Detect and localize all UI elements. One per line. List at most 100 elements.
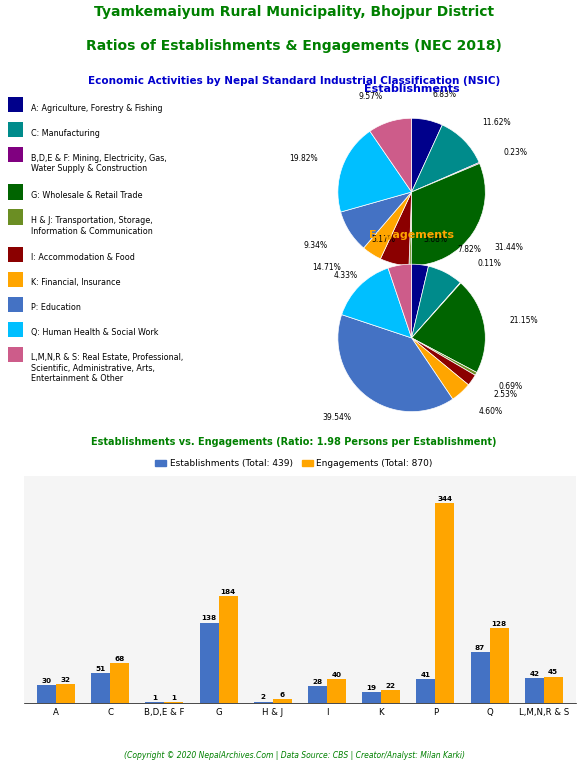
- Text: 22: 22: [386, 683, 396, 689]
- Bar: [416, 679, 435, 703]
- Text: 344: 344: [437, 495, 452, 502]
- Bar: [524, 678, 544, 703]
- Wedge shape: [412, 338, 469, 399]
- Text: B,D,E & F: Mining, Electricity, Gas,
Water Supply & Construction: B,D,E & F: Mining, Electricity, Gas, Wat…: [31, 154, 166, 174]
- Text: K: Financial, Insurance: K: Financial, Insurance: [31, 278, 120, 287]
- Bar: [8, 272, 23, 286]
- Text: 19.82%: 19.82%: [289, 154, 318, 163]
- Wedge shape: [412, 283, 461, 338]
- Text: 1: 1: [171, 695, 176, 701]
- Text: 6.83%: 6.83%: [433, 91, 457, 99]
- Bar: [8, 247, 23, 262]
- Text: 9.34%: 9.34%: [303, 241, 328, 250]
- Text: 9.57%: 9.57%: [358, 92, 382, 101]
- Wedge shape: [338, 131, 412, 212]
- Bar: [544, 677, 563, 703]
- Bar: [273, 699, 292, 703]
- Bar: [308, 687, 327, 703]
- Bar: [8, 122, 23, 137]
- Title: Establishments: Establishments: [364, 84, 459, 94]
- Text: G: Wholesale & Retail Trade: G: Wholesale & Retail Trade: [31, 191, 142, 200]
- Text: Ratios of Establishments & Engagements (NEC 2018): Ratios of Establishments & Engagements (…: [86, 38, 502, 53]
- Bar: [37, 685, 56, 703]
- Text: 31.44%: 31.44%: [495, 243, 523, 252]
- Text: (Copyright © 2020 NepalArchives.Com | Data Source: CBS | Creator/Analyst: Milan : (Copyright © 2020 NepalArchives.Com | Da…: [123, 751, 465, 760]
- Text: 19: 19: [366, 684, 377, 690]
- Text: 0.11%: 0.11%: [477, 259, 502, 268]
- Text: 4.60%: 4.60%: [479, 407, 503, 416]
- Bar: [254, 701, 273, 703]
- Text: Q: Human Health & Social Work: Q: Human Health & Social Work: [31, 329, 158, 337]
- Bar: [362, 692, 381, 703]
- Bar: [56, 684, 75, 703]
- Text: L,M,N,R & S: Real Estate, Professional,
Scientific, Administrative, Arts,
Entert: L,M,N,R & S: Real Estate, Professional, …: [31, 353, 183, 383]
- Text: 128: 128: [492, 621, 507, 627]
- Wedge shape: [412, 283, 485, 372]
- Text: 28: 28: [312, 679, 323, 685]
- Text: H & J: Transportation, Storage,
Information & Communication: H & J: Transportation, Storage, Informat…: [31, 216, 152, 236]
- Wedge shape: [370, 118, 412, 192]
- Text: 30: 30: [42, 678, 52, 684]
- Text: 51: 51: [96, 666, 106, 672]
- Bar: [8, 210, 23, 224]
- Bar: [110, 664, 129, 703]
- Wedge shape: [412, 163, 480, 192]
- Bar: [8, 322, 23, 337]
- Text: 14.71%: 14.71%: [312, 263, 341, 272]
- Text: 5.17%: 5.17%: [372, 235, 396, 244]
- Wedge shape: [363, 192, 412, 259]
- Text: 0.23%: 0.23%: [503, 148, 527, 157]
- Text: P: Education: P: Education: [31, 303, 81, 313]
- Text: Economic Activities by Nepal Standard Industrial Classification (NSIC): Economic Activities by Nepal Standard In…: [88, 75, 500, 85]
- Wedge shape: [409, 192, 412, 266]
- Wedge shape: [338, 315, 453, 412]
- Text: 21.15%: 21.15%: [510, 316, 538, 325]
- Text: 6.38%: 6.38%: [365, 284, 388, 293]
- Bar: [200, 623, 219, 703]
- Text: 68: 68: [115, 656, 125, 662]
- Text: 41: 41: [421, 672, 431, 677]
- Wedge shape: [411, 164, 485, 266]
- Bar: [8, 346, 23, 362]
- Wedge shape: [412, 118, 442, 192]
- Text: Establishments vs. Engagements (Ratio: 1.98 Persons per Establishment): Establishments vs. Engagements (Ratio: 1…: [91, 437, 497, 447]
- Text: 2: 2: [261, 694, 266, 700]
- Bar: [470, 652, 490, 703]
- Wedge shape: [412, 338, 477, 376]
- Wedge shape: [412, 338, 475, 385]
- Bar: [435, 503, 455, 703]
- Wedge shape: [412, 125, 479, 192]
- Legend: Establishments (Total: 439), Engagements (Total: 870): Establishments (Total: 439), Engagements…: [152, 455, 436, 472]
- Text: 0.69%: 0.69%: [499, 382, 523, 391]
- Text: 39.54%: 39.54%: [322, 412, 352, 422]
- Text: 45: 45: [548, 670, 558, 675]
- Bar: [327, 680, 346, 703]
- Text: 138: 138: [202, 615, 216, 621]
- Bar: [8, 147, 23, 163]
- Wedge shape: [412, 266, 460, 338]
- Text: 32: 32: [61, 677, 71, 683]
- Bar: [219, 596, 238, 703]
- Title: Engagements: Engagements: [369, 230, 454, 240]
- Text: 11.62%: 11.62%: [483, 118, 511, 127]
- Text: 7.82%: 7.82%: [457, 245, 481, 254]
- Wedge shape: [380, 192, 412, 266]
- Text: C: Manufacturing: C: Manufacturing: [31, 129, 99, 138]
- Bar: [91, 673, 110, 703]
- Bar: [8, 184, 23, 200]
- Wedge shape: [412, 264, 429, 338]
- Text: A: Agriculture, Forestry & Fishing: A: Agriculture, Forestry & Fishing: [31, 104, 162, 113]
- Text: I: Accommodation & Food: I: Accommodation & Food: [31, 253, 135, 263]
- Text: 4.33%: 4.33%: [333, 271, 358, 280]
- Bar: [490, 628, 509, 703]
- Text: 42: 42: [529, 671, 539, 677]
- Bar: [381, 690, 400, 703]
- Text: 2.53%: 2.53%: [493, 390, 517, 399]
- Text: 3.68%: 3.68%: [423, 234, 447, 243]
- Wedge shape: [388, 264, 412, 338]
- Text: 6: 6: [280, 692, 285, 698]
- Text: 87: 87: [475, 645, 485, 651]
- Bar: [8, 296, 23, 312]
- Text: 1: 1: [152, 695, 158, 701]
- Text: 0.46%: 0.46%: [385, 287, 409, 296]
